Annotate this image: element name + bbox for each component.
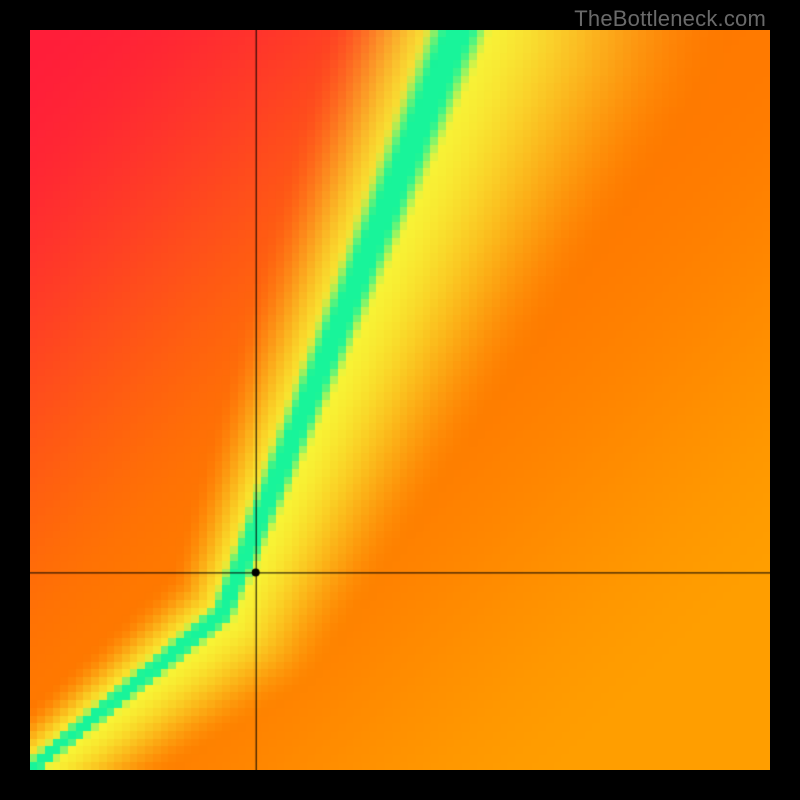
bottleneck-heatmap [30, 30, 770, 770]
watermark-text: TheBottleneck.com [574, 6, 766, 32]
